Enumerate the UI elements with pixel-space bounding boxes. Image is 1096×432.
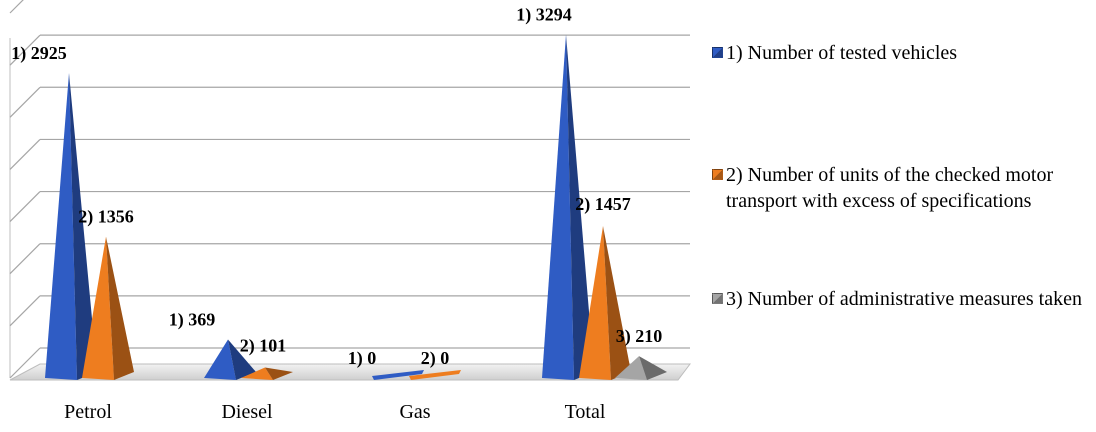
category-label-petrol: Petrol [64,401,112,423]
legend-item-excess: 2) Number of units of the checked motor … [712,162,1096,214]
pyramid-bars [45,34,667,381]
bar-side-1-3 [603,226,631,380]
gridline-side [9,191,41,222]
data-label-0-2: 1) 0 [348,348,377,369]
bar-side-1-1 [265,367,293,380]
legend: 1) Number of tested vehicles 2) Number o… [712,40,1096,370]
gridline-side [9,295,41,327]
gridline-side [9,0,24,14]
data-label-1-0: 2) 1356 [78,207,134,228]
floor-plane [9,363,691,381]
legend-label-measures: 3) Number of administrative measures tak… [726,288,1082,310]
bar-side-0-0 [69,72,97,380]
bar-flat-1-2 [409,370,461,380]
bar-face-1-0 [82,236,114,380]
data-label-0-0: 1) 2925 [11,43,67,64]
category-axis: Petrol Diesel Gas Total [64,401,606,423]
category-label-diesel: Diesel [221,401,273,423]
category-label-total: Total [565,401,606,423]
bar-side-1-0 [106,236,134,380]
bar-side-2-3 [639,356,667,380]
gridline-side [9,86,41,118]
bar-side-0-1 [228,339,256,380]
bar-side-0-3 [566,34,594,381]
gridline-side [9,243,41,275]
bar-face-0-3 [542,34,574,381]
bar-face-0-1 [204,339,236,380]
legend-item-tested: 1) Number of tested vehicles [712,40,1096,66]
gridlines [9,0,690,379]
legend-label-excess: 2) Number of units of the checked motor … [726,164,1054,212]
data-label-1-2: 2) 0 [421,348,450,369]
legend-label-tested: 1) Number of tested vehicles [726,42,958,64]
gridline-side [9,34,41,66]
legend-swatch-tested [712,47,723,58]
data-label-2-3: 3) 210 [616,326,663,347]
legend-item-measures: 3) Number of administrative measures tak… [712,286,1096,312]
legend-swatch-measures [712,293,723,304]
data-label-0-1: 1) 369 [169,310,216,331]
data-label-1-1: 2) 101 [240,335,287,356]
data-label-1-3: 2) 1457 [575,194,631,215]
legend-swatch-excess [712,169,723,180]
bar-face-1-1 [241,367,273,380]
chart-floor [9,363,691,381]
category-label-gas: Gas [399,401,430,423]
bar-flat-0-2 [372,370,424,380]
bar-face-2-3 [615,356,647,380]
bar-face-0-0 [45,72,77,380]
data-label-0-3: 1) 3294 [516,4,572,25]
gridline-side [9,347,41,379]
bar-face-1-3 [579,226,611,380]
gridline-side [9,139,41,170]
data-labels: 1) 2925 1) 369 1) 0 1) 3294 2) 1356 2) 101 2) … [11,4,662,369]
